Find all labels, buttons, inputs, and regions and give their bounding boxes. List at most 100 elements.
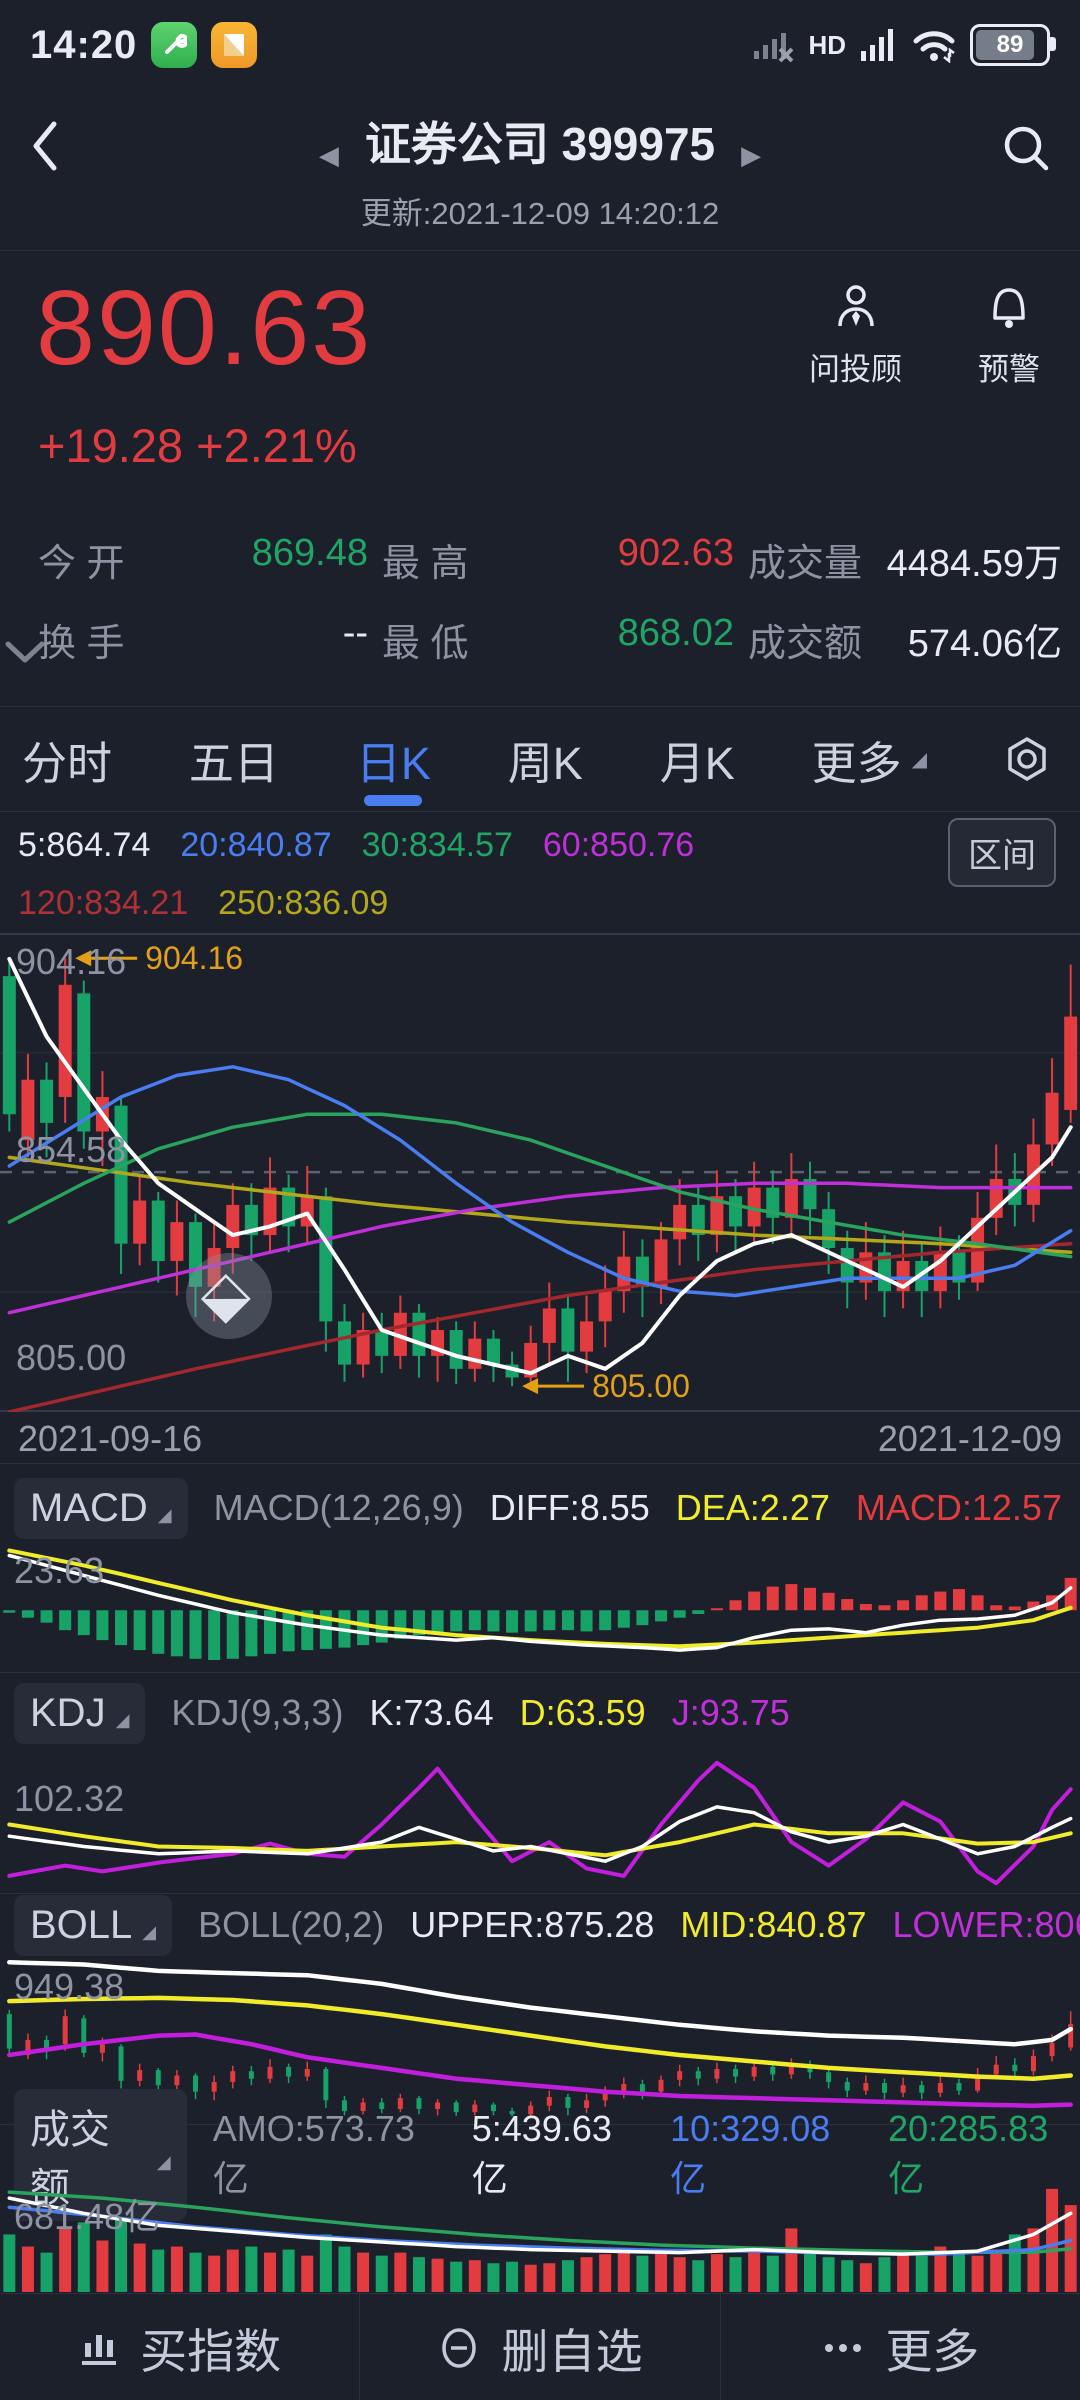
chart-settings-icon[interactable] (1004, 707, 1050, 811)
dropdown-triangle-icon: ◢ (115, 1709, 130, 1730)
signal-bars-icon (861, 29, 893, 61)
battery-icon: 89 (970, 24, 1056, 66)
advisor-label: 问投顾 (809, 352, 902, 387)
status-right-cluster: HD 89 (752, 24, 1056, 66)
rotate-landscape-button[interactable]: ◪ (186, 1253, 272, 1339)
bottom-action-bar: 买指数 删自选 更多 (0, 2293, 1080, 2400)
kdj-k-value: K:73.64 (369, 1692, 494, 1733)
tab-rik[interactable]: 日K (356, 707, 431, 811)
quote-stats: 今 开 869.48 最 高 902.63 成交量 4484.59万 换 手 -- 最 … (38, 532, 1062, 692)
macd-params: MACD(12,26,9) (213, 1487, 464, 1528)
remove-watchlist-label: 删自选 (501, 2325, 643, 2378)
ma30-legend: 30:834.57 (361, 826, 513, 864)
stat-value: 868.02 (617, 612, 734, 654)
page-title: 证券公司 399975 (364, 118, 716, 170)
advisor-person-icon (837, 285, 874, 327)
amo-header: 成交额 ◢ AMO:573.73亿 5:439.63亿 10:329.08亿 20… (0, 2089, 1080, 2221)
macd-macd-value: MACD:12.57 (855, 1487, 1062, 1528)
macd-dea-value: DEA:2.27 (675, 1487, 830, 1528)
hd-indicator: HD (808, 29, 846, 60)
rotate-icon: ◪ (195, 1262, 263, 1330)
ma20-legend: 20:840.87 (180, 826, 332, 864)
ma120-legend: 120:834.21 (18, 884, 189, 922)
boll-selector-button[interactable]: BOLL ◢ (14, 1894, 173, 1956)
boll-mid-value: MID:840.87 (680, 1904, 867, 1945)
flag-app-icon (211, 22, 258, 68)
buy-index-button[interactable]: 买指数 (0, 2294, 359, 2400)
bar-chart-icon (82, 2334, 117, 2365)
more-actions-button[interactable]: 更多 (719, 2294, 1080, 2400)
stat-value: 4484.59万 (886, 543, 1062, 585)
stat-value: 869.48 (251, 532, 368, 574)
macd-chart[interactable]: 23.63 (0, 1548, 1080, 1670)
kdj-d-value: D:63.59 (519, 1692, 646, 1733)
remove-watchlist-button[interactable]: 删自选 (359, 2294, 719, 2400)
svg-text:904.16: 904.16 (145, 940, 243, 976)
axis-label-low: 805.00 (16, 1337, 127, 1378)
svg-text:805.00: 805.00 (592, 1368, 690, 1404)
kdj-j-value: J:93.75 (671, 1692, 790, 1733)
tab-zhouk[interactable]: 周K (507, 737, 583, 789)
alert-label: 预警 (978, 352, 1040, 387)
buy-index-label: 买指数 (140, 2325, 282, 2378)
ma5-legend: 5:864.74 (18, 826, 151, 864)
amo-axis-label: 681.48亿 (14, 2196, 161, 2237)
alert-button[interactable]: 预警 (978, 282, 1040, 389)
last-price: 890.63 (36, 269, 373, 387)
back-button[interactable] (30, 120, 60, 172)
next-stock-icon[interactable]: ▶ (741, 140, 762, 171)
macd-axis-label: 23.63 (14, 1550, 105, 1591)
search-icon[interactable] (1000, 122, 1052, 174)
amo-chart[interactable]: 681.48亿 (0, 2186, 1080, 2292)
ma-legend-row1: 5:864.74 20:840.87 30:834.57 60:850.76 (18, 826, 694, 865)
macd-header: MACD ◢ MACD(12,26,9) DIFF:8.55 DEA:2.27 M… (0, 1470, 1080, 1546)
kdj-selector-button[interactable]: KDJ ◢ (14, 1682, 146, 1744)
dropdown-triangle-icon: ◢ (142, 1921, 157, 1942)
ellipsis-icon (825, 2343, 862, 2352)
axis-label-high: 904.16 (16, 941, 127, 982)
main-candlestick-chart[interactable]: 904.16 805.00 904.16 854.58 805.00 (0, 933, 1080, 1412)
dropdown-triangle-icon: ◢ (911, 748, 928, 771)
date-start: 2021-09-16 (18, 1418, 203, 1459)
kdj-axis-label: 102.32 (14, 1778, 125, 1819)
kdj-header: KDJ ◢ KDJ(9,3,3) K:73.64 D:63.59 J:93.75 (0, 1676, 1080, 1750)
wrench-app-icon (151, 22, 198, 68)
stat-label: 换 手 (38, 623, 125, 665)
dropdown-triangle-icon: ◢ (157, 1504, 172, 1525)
stat-label: 成交量 (748, 543, 863, 585)
stat-label: 最 低 (382, 623, 469, 665)
header: ◀ 证券公司 399975 ▶ 更新:2021-12-09 14:20:12 (0, 90, 1080, 250)
signal-nosim-icon (754, 33, 794, 63)
collapse-chevron-icon[interactable] (0, 640, 1080, 664)
boll-chart[interactable]: 949.38 (0, 1958, 1080, 2124)
tab-fenshi[interactable]: 分时 (22, 737, 113, 789)
amo-ma20-value: 20:285.83亿 (888, 2108, 1049, 2199)
battery-level: 89 (996, 31, 1024, 58)
date-axis: 2021-09-16 2021-12-09 (18, 1418, 1062, 1460)
status-bar: 14:20 HD 89 (0, 0, 1080, 90)
advisor-button[interactable]: 问投顾 (809, 282, 902, 389)
tab-yuek[interactable]: 月K (659, 737, 735, 789)
stat-value: -- (342, 612, 368, 654)
wifi-icon (913, 31, 955, 63)
macd-selector-button[interactable]: MACD ◢ (14, 1477, 188, 1539)
stat-label: 今 开 (38, 543, 125, 585)
macd-diff-value: DIFF:8.55 (489, 1487, 650, 1528)
update-time: 更新:2021-12-09 14:20:12 (360, 196, 720, 231)
stat-label: 成交额 (748, 623, 863, 665)
boll-upper-value: UPPER:875.28 (410, 1904, 655, 1945)
tab-more[interactable]: 更多 ◢ (811, 737, 928, 789)
date-end: 2021-12-09 (877, 1418, 1062, 1459)
ma-legend-row2: 120:834.21 250:836.09 (18, 884, 388, 923)
kdj-chart[interactable]: 102.32 (0, 1754, 1080, 1892)
circle-minus-icon (442, 2327, 477, 2368)
price-change: +19.28 +2.21% (38, 419, 357, 472)
more-actions-label: 更多 (885, 2325, 980, 2378)
amo-ma5-value: 5:439.63亿 (471, 2108, 612, 2199)
tab-wuri[interactable]: 五日 (188, 737, 279, 789)
axis-label-mid: 854.58 (16, 1129, 127, 1170)
ma60-legend: 60:850.76 (542, 826, 695, 864)
range-select-button[interactable]: 区间 (948, 818, 1056, 887)
prev-stock-icon[interactable]: ◀ (318, 140, 339, 171)
stat-value: 902.63 (617, 532, 734, 574)
